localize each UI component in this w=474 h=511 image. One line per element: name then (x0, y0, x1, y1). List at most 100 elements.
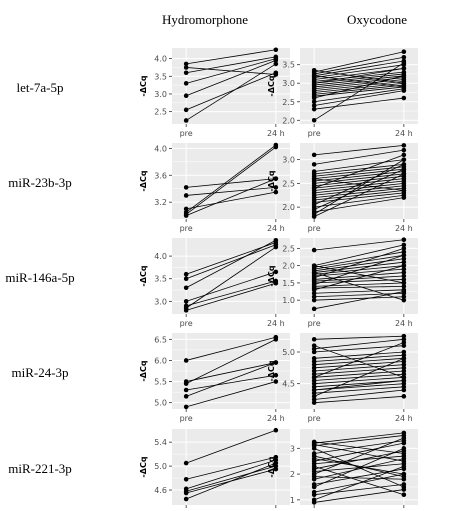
subject-line (314, 254, 404, 286)
pre-point (311, 99, 317, 105)
y-tick-label: 3.0 (154, 297, 167, 306)
pre-point (311, 356, 317, 361)
post-24h-point (401, 66, 407, 71)
post-24h-point (273, 337, 279, 342)
subject-line (314, 180, 404, 191)
y-axis-label: -ΔCq (267, 265, 276, 286)
pre-point (311, 371, 317, 377)
subject-line (314, 187, 404, 199)
post-24h-point (401, 88, 407, 93)
pre-point (311, 103, 317, 108)
subject-line (314, 182, 404, 194)
subject-line (314, 60, 404, 77)
post-24h-point (401, 482, 407, 487)
pre-point (183, 285, 189, 291)
subject-line (314, 395, 404, 404)
pre-point (311, 349, 317, 355)
post-24h-point (401, 237, 407, 243)
subject-line (314, 432, 404, 444)
post-24h-point (401, 256, 407, 262)
pre-point (311, 500, 317, 505)
subject-line (185, 63, 277, 121)
x-tick-label: pre (180, 319, 193, 328)
column-title-oxycodone: Oxycodone (347, 12, 407, 27)
y-tick-label: 1 (290, 496, 295, 505)
post-24h-point (401, 378, 407, 383)
x-tick-label: 24 h (267, 414, 285, 423)
pre-point (183, 276, 189, 282)
subject-line (314, 442, 404, 462)
data-series (311, 237, 407, 312)
panel-mir-23b-3p-hydromorphone: 3.2 3.6 4.0 pre 24 h -ΔCq (139, 142, 290, 233)
subject-line (314, 178, 404, 189)
y-tick-label: 3.5 (154, 275, 167, 284)
subject-line (314, 171, 404, 182)
subject-line (314, 75, 404, 88)
post-24h-point (401, 171, 407, 177)
subject-line (186, 282, 276, 311)
post-24h-point (401, 294, 407, 300)
subject-line (314, 51, 404, 73)
post-24h-point (401, 368, 407, 374)
y-tick-label: 3 (290, 444, 295, 453)
pre-point (183, 81, 189, 86)
subject-line (314, 67, 404, 84)
subject-line (314, 265, 404, 284)
data-series (311, 333, 407, 405)
post-24h-point (401, 263, 407, 268)
pre-point (311, 297, 317, 303)
post-24h-point (401, 195, 407, 200)
x-tick-label: pre (308, 129, 321, 138)
post-24h-point (401, 456, 407, 461)
post-24h-point (401, 474, 407, 479)
post-24h-point (401, 492, 407, 497)
subject-line (186, 244, 276, 280)
post-24h-point (273, 61, 279, 67)
y-tick-label: 2.5 (154, 108, 167, 117)
subject-line (314, 376, 404, 385)
subject-line (314, 144, 404, 156)
data-series (311, 143, 407, 219)
subject-line (313, 173, 405, 217)
subject-line (314, 458, 404, 480)
y-axis-label: -ΔCq (267, 75, 276, 96)
subject-line (314, 345, 404, 378)
pre-point (183, 70, 189, 76)
pre-point (183, 206, 189, 212)
y-tick-label: 2.5 (282, 244, 295, 253)
post-24h-point (401, 394, 407, 399)
pre-point (311, 346, 317, 352)
post-24h-point (401, 297, 407, 303)
x-tick-label: pre (308, 224, 321, 233)
pre-point (311, 394, 317, 399)
x-tick-label: 24 h (395, 319, 413, 328)
post-24h-point (401, 371, 407, 377)
panel-mir-221-3p-hydromorphone: 4.65.05.4pre24 h-ΔCq (139, 427, 290, 511)
post-24h-point (401, 157, 407, 162)
subject-line (314, 476, 404, 480)
subject-line (186, 381, 276, 408)
post-24h-point (401, 273, 407, 279)
pre-point (183, 381, 189, 386)
pre-point (311, 290, 317, 296)
pre-point (311, 384, 317, 390)
x-tick-label: pre (308, 319, 321, 328)
pre-point (183, 476, 189, 482)
pre-point (311, 270, 317, 275)
pre-point (183, 271, 189, 277)
subject-line (314, 389, 404, 400)
y-tick-label: 6.0 (154, 356, 167, 365)
pre-point (311, 287, 317, 293)
x-tick-label: 24 h (395, 224, 413, 233)
pre-point (183, 490, 189, 496)
y-tick-label: 4.0 (154, 144, 167, 153)
x-tick-label: 24 h (267, 129, 285, 138)
subject-line (186, 362, 276, 382)
y-tick-label: 4.0 (154, 252, 167, 261)
pre-point (311, 446, 317, 451)
pre-point (311, 162, 317, 167)
post-24h-point (273, 185, 279, 190)
pre-point (311, 375, 317, 380)
post-24h-point (273, 379, 279, 384)
